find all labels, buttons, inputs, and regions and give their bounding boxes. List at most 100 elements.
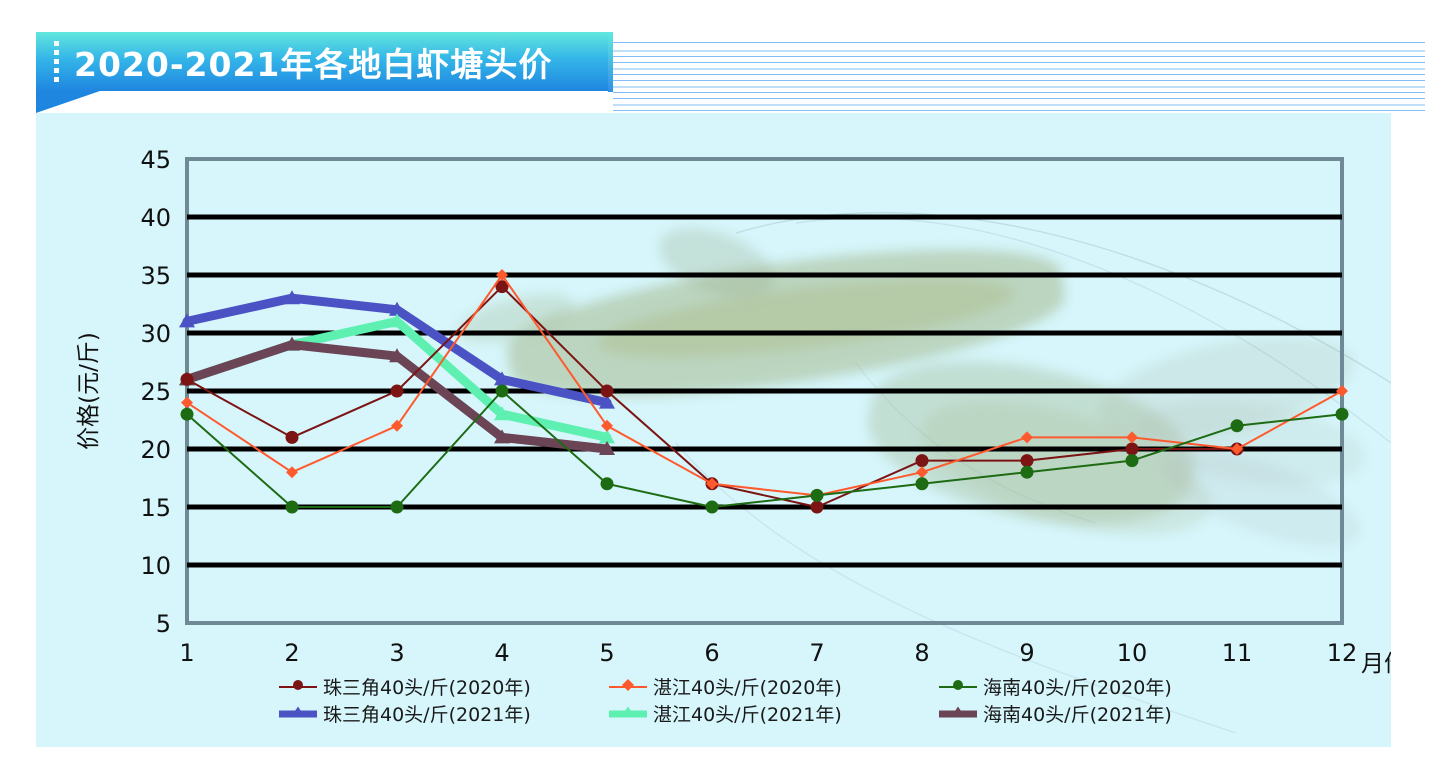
data-point-marker [495, 280, 509, 294]
data-point-marker [494, 371, 510, 386]
legend-marker-icon [951, 704, 965, 723]
data-point-marker [599, 429, 615, 444]
legend-marker-icon [291, 704, 305, 723]
y-axis-tick-label: 40 [140, 204, 171, 232]
chart-plot-area: 5 10 15 20 25 30 35 40 45 价格(元/斤) 1 2 3 4 5 6 7 8 9 10 11 12 月… [36, 113, 1407, 747]
data-point-marker [180, 372, 194, 386]
data-point-marker [390, 384, 404, 398]
data-point-marker [390, 500, 404, 514]
data-point-marker [494, 406, 510, 421]
data-point-marker [496, 269, 508, 281]
deco-line [613, 56, 1425, 57]
data-point-marker [179, 313, 195, 328]
y-axis-tick-label: 35 [140, 262, 171, 290]
x-axis-tick-label: 9 [1019, 639, 1034, 667]
x-axis-tick-label: 12 [1327, 639, 1358, 667]
deco-line [613, 110, 1425, 111]
data-point-marker [284, 336, 300, 351]
x-axis-tick-label: 8 [914, 639, 929, 667]
data-point-marker [1020, 454, 1034, 468]
data-point-marker [599, 394, 615, 409]
deco-lines-cap [608, 32, 613, 92]
data-point-marker [1020, 465, 1034, 479]
data-point-marker [600, 384, 614, 398]
legend-marker-icon [622, 678, 634, 696]
data-point-marker [706, 477, 718, 490]
legend-item-label: 海南40头/斤(2021年) [983, 704, 1172, 726]
deco-line [613, 50, 1425, 52]
data-point-marker [389, 301, 405, 316]
deco-line [613, 92, 1425, 93]
data-point-marker [495, 384, 509, 398]
data-point-marker [286, 466, 298, 479]
series-line [186, 390, 1343, 508]
x-axis-tick-label: 2 [284, 639, 299, 667]
data-point-marker [180, 407, 194, 421]
decorative-stripe-lines [613, 32, 1425, 111]
legend-item[interactable]: 海南40头/斤(2021年) [939, 700, 1269, 727]
data-point-marker [285, 430, 299, 444]
x-axis-tick-label: 5 [599, 639, 614, 667]
legend-item[interactable]: 湛江40头/斤(2020年) [609, 673, 939, 700]
data-point-marker [285, 500, 299, 514]
deco-line [613, 80, 1425, 81]
x-axis-tick-label: 11 [1222, 639, 1253, 667]
data-point-marker [1021, 431, 1033, 444]
data-point-marker [915, 477, 929, 491]
data-point-marker [1125, 442, 1139, 456]
legend-item[interactable]: 湛江40头/斤(2021年) [609, 700, 939, 727]
x-axis-title: 月份 [1361, 651, 1391, 677]
legend-item-label: 湛江40头/斤(2020年) [653, 677, 842, 699]
series-line [186, 274, 1343, 497]
y-axis-tick-label: 45 [140, 146, 171, 174]
data-point-marker [181, 396, 193, 409]
data-point-marker [1336, 385, 1348, 397]
y-axis-title: 价格(元/斤) [76, 332, 102, 450]
x-axis-tick-label: 1 [179, 639, 194, 667]
series-2 [180, 384, 1349, 514]
data-point-marker [916, 466, 928, 479]
title-banner: 2020-2021年各地白虾塘头价 [36, 32, 608, 91]
data-point-marker [705, 500, 719, 514]
deco-line [613, 86, 1425, 88]
y-axis-tick-label: 10 [140, 552, 171, 580]
data-point-marker [284, 290, 300, 305]
vertical-dots-icon [54, 41, 60, 83]
x-axis-tick-label: 10 [1117, 639, 1148, 667]
chart-legend: 珠三角40头/斤(2020年) 湛江40头/斤(2020年) 海南40头/斤(2… [279, 673, 1319, 727]
y-axis-tick-label: 20 [140, 436, 171, 464]
legend-key [279, 678, 317, 696]
data-point-marker [810, 500, 824, 514]
data-point-marker [1126, 431, 1138, 444]
legend-item-label: 珠三角40头/斤(2020年) [323, 677, 531, 699]
data-point-marker [1335, 407, 1349, 421]
legend-marker-icon [952, 678, 964, 696]
deco-line [613, 68, 1425, 70]
deco-line [613, 62, 1425, 63]
legend-key [609, 706, 647, 721]
legend-item-label: 海南40头/斤(2020年) [983, 677, 1172, 699]
data-point-marker [601, 419, 613, 432]
legend-item[interactable]: 珠三角40头/斤(2020年) [279, 673, 609, 700]
page-title: 2020-2021年各地白虾塘头价 [74, 44, 553, 84]
deco-line [613, 98, 1425, 99]
legend-item[interactable]: 海南40头/斤(2020年) [939, 673, 1269, 700]
legend-item[interactable]: 珠三角40头/斤(2021年) [279, 700, 609, 727]
y-axis-tick-label: 30 [140, 320, 171, 348]
data-point-marker [391, 419, 403, 432]
legend-item-label: 湛江40头/斤(2021年) [653, 704, 842, 726]
banner-tail-arrow [36, 91, 100, 113]
data-point-marker [915, 454, 929, 468]
data-point-marker [1125, 454, 1139, 468]
legend-key [609, 678, 647, 696]
chart-card: 5 10 15 20 25 30 35 40 45 价格(元/斤) 1 2 3 4 5 6 7 8 9 10 11 12 月… [36, 113, 1407, 747]
data-point-marker [600, 477, 614, 491]
data-point-marker [494, 429, 510, 444]
x-axis-tick-label: 6 [704, 639, 719, 667]
series-line [186, 285, 1238, 508]
legend-marker-icon [292, 678, 304, 696]
legend-key [939, 678, 977, 696]
deco-line [613, 104, 1425, 106]
legend-key [939, 704, 977, 723]
